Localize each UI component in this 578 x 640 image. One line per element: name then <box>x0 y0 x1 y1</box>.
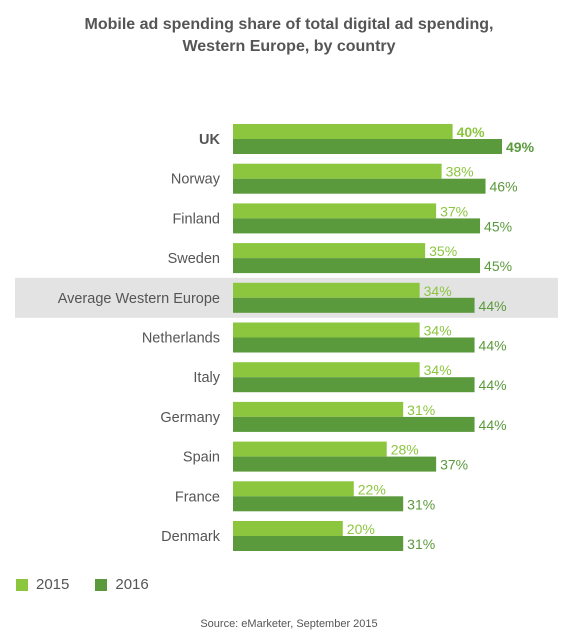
category-label: Germany <box>160 410 220 426</box>
data-label-2016: 31% <box>407 536 435 552</box>
data-label-2015: 35% <box>429 243 457 259</box>
data-label-2015: 38% <box>446 164 474 180</box>
data-label-2016: 44% <box>479 417 507 433</box>
chart-title-line-1: Mobile ad spending share of total digita… <box>84 16 494 33</box>
data-label-2016: 31% <box>407 496 435 512</box>
data-label-2015: 34% <box>424 323 452 339</box>
chart-title: Mobile ad spending share of total digita… <box>0 14 578 58</box>
bar-group: Denmark 20% 31% <box>161 521 435 552</box>
bar-2016 <box>233 337 475 353</box>
bar-group: UK 40% 49% <box>199 124 535 155</box>
legend-swatch-2015 <box>16 578 28 591</box>
bar-2015 <box>233 441 387 457</box>
data-label-2015: 34% <box>424 362 452 378</box>
bar-group: Netherlands 34% 44% <box>142 322 507 354</box>
legend-swatch-2016 <box>95 578 108 591</box>
chart-title-line-2: Western Europe, by country <box>182 38 396 55</box>
category-label: Italy <box>193 370 220 386</box>
bar-2016 <box>233 496 404 512</box>
category-label: Sweden <box>168 251 220 267</box>
bar-2015 <box>233 481 354 497</box>
bar-2015 <box>233 124 453 139</box>
data-label-2016: 44% <box>479 338 507 354</box>
data-label-2016: 49% <box>506 139 535 155</box>
data-label-2015: 20% <box>347 521 375 537</box>
bar-group: France 22% 31% <box>175 481 435 512</box>
chart-legend: 2015 2016 <box>16 576 175 593</box>
category-label: Denmark <box>161 529 221 545</box>
data-label-2016: 45% <box>484 218 512 234</box>
bar-2016 <box>233 416 475 432</box>
bar-2016 <box>233 377 475 393</box>
category-label: Finland <box>172 211 220 227</box>
legend-item-2015: 2015 <box>16 576 69 593</box>
bar-group: Spain 28% 37% <box>183 441 468 473</box>
bar-2016 <box>233 258 481 274</box>
data-label-2016: 44% <box>479 377 507 393</box>
bar-2016 <box>233 456 437 472</box>
bar-group: Average Western Europe 34% 44% <box>15 277 558 318</box>
category-label: UK <box>199 132 220 148</box>
bar-group: Italy 34% 44% <box>193 362 507 393</box>
data-label-2015: 34% <box>424 283 452 299</box>
category-label: Norway <box>171 172 221 188</box>
bar-group: Germany 31% 44% <box>160 401 507 433</box>
bar-2016 <box>233 218 481 234</box>
bar-2016 <box>233 178 486 194</box>
bar-2015 <box>233 282 420 298</box>
bar-chart: UK 40% 49% Norway 38% 46% Finland 37% 45% Sweden 3… <box>15 124 558 552</box>
legend-label-2016: 2016 <box>115 576 149 593</box>
category-label: Spain <box>183 450 220 466</box>
bar-2015 <box>233 203 437 219</box>
legend-label-2015: 2015 <box>36 576 70 593</box>
data-label-2015: 37% <box>440 203 468 219</box>
chart-source: Source: eMarketer, September 2015 <box>200 618 378 630</box>
data-label-2015: 31% <box>407 402 435 418</box>
data-label-2016: 45% <box>484 258 512 274</box>
bar-2015 <box>233 163 442 179</box>
category-label: Average Western Europe <box>58 291 220 307</box>
bar-group: Sweden 35% 45% <box>168 243 512 274</box>
bar-2016 <box>233 297 475 313</box>
bar-2015 <box>233 362 420 378</box>
data-label-2015: 40% <box>457 124 486 140</box>
bar-group: Norway 38% 46% <box>171 163 518 195</box>
bar-2015 <box>233 521 343 536</box>
data-label-2016: 44% <box>479 298 507 314</box>
data-label-2016: 46% <box>490 179 518 195</box>
legend-item-2016: 2016 <box>95 576 149 593</box>
bar-2015 <box>233 243 426 259</box>
bar-group: Finland 37% 45% <box>172 203 512 234</box>
bar-2016 <box>233 536 404 551</box>
category-label: Netherlands <box>142 331 220 347</box>
bar-2016 <box>233 139 502 154</box>
data-label-2016: 37% <box>440 457 468 473</box>
bar-2015 <box>233 322 420 338</box>
data-label-2015: 28% <box>391 442 419 458</box>
category-label: France <box>175 489 220 505</box>
bar-2015 <box>233 401 404 417</box>
data-label-2015: 22% <box>358 481 386 497</box>
